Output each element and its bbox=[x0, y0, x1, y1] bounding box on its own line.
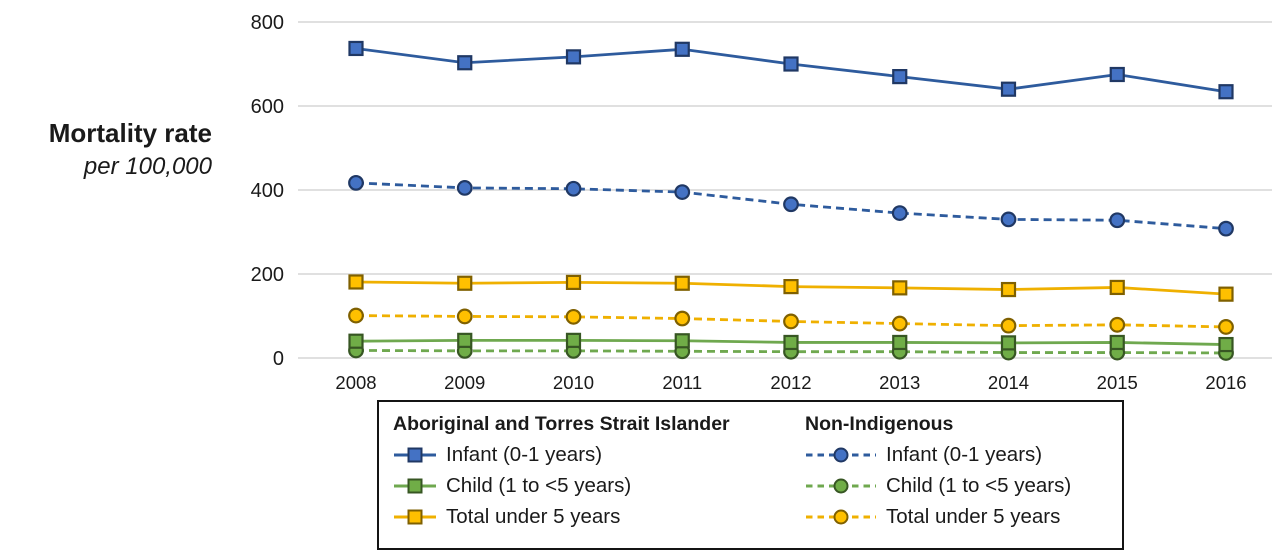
data-point bbox=[674, 310, 691, 327]
data-point bbox=[348, 333, 364, 349]
data-point bbox=[674, 275, 690, 291]
data-point bbox=[1000, 281, 1017, 298]
data-point bbox=[892, 334, 908, 351]
legend-header-aboriginal: Aboriginal and Torres Strait Islander bbox=[393, 412, 730, 435]
series-nonind-total bbox=[348, 307, 1234, 335]
x-tick-label: 2012 bbox=[770, 372, 811, 393]
legend-label: Infant (0-1 years) bbox=[446, 442, 603, 466]
data-point bbox=[892, 68, 908, 85]
data-point bbox=[1218, 319, 1234, 335]
x-tick-label: 2013 bbox=[879, 372, 920, 393]
data-point bbox=[783, 279, 799, 295]
x-tick-label: 2014 bbox=[988, 372, 1029, 393]
legend-label: Child (1 to <5 years) bbox=[886, 473, 1072, 497]
data-point bbox=[1000, 335, 1017, 351]
data-point bbox=[892, 280, 908, 296]
y-tick-label: 0 bbox=[273, 348, 284, 370]
y-axis-title-line2: per 100,000 bbox=[83, 153, 212, 180]
series-atsi-child bbox=[348, 332, 1234, 353]
x-tick-label: 2010 bbox=[553, 372, 594, 393]
data-point bbox=[1000, 211, 1017, 228]
data-point bbox=[456, 179, 473, 196]
data-point bbox=[1109, 279, 1125, 296]
data-point bbox=[565, 308, 582, 325]
data-point bbox=[674, 184, 691, 201]
data-point bbox=[674, 333, 690, 349]
dashed-circle-marker-icon bbox=[806, 509, 876, 524]
data-point bbox=[891, 205, 908, 222]
data-point bbox=[783, 334, 799, 351]
x-tick-label: 2015 bbox=[1097, 372, 1138, 393]
data-point bbox=[1000, 317, 1017, 334]
legend-item-nonind-child: Child (1 to <5 years) bbox=[805, 470, 1071, 501]
data-point bbox=[1109, 316, 1126, 333]
data-point bbox=[457, 332, 473, 348]
series-atsi-total bbox=[348, 274, 1234, 302]
legend-header-non-indigenous: Non-Indigenous bbox=[805, 412, 954, 435]
x-tick-label: 2016 bbox=[1205, 372, 1246, 393]
legend: Aboriginal and Torres Strait Islander In… bbox=[377, 400, 1124, 550]
solid-square-marker-icon bbox=[394, 509, 436, 524]
series-atsi-infant bbox=[348, 40, 1234, 100]
data-point bbox=[783, 56, 799, 72]
data-point bbox=[565, 332, 582, 348]
x-tick-label: 2008 bbox=[335, 372, 376, 393]
x-tick-label: 2011 bbox=[662, 372, 702, 393]
legend-item-atsi-total: Total under 5 years bbox=[393, 501, 730, 532]
data-point bbox=[456, 308, 473, 325]
legend-label: Infant (0-1 years) bbox=[886, 442, 1043, 466]
data-point bbox=[348, 174, 364, 191]
data-point bbox=[457, 55, 473, 71]
data-point bbox=[1109, 334, 1125, 351]
solid-square-marker-icon bbox=[394, 478, 436, 493]
data-point bbox=[1218, 286, 1234, 302]
line-chart-plot-area: 0 200 400 600 800 2008 2009 2010 2011 2012 2013 201… bbox=[251, 12, 1272, 393]
legend-item-atsi-child: Child (1 to <5 years) bbox=[393, 470, 730, 501]
data-point bbox=[891, 315, 908, 332]
legend-item-nonind-infant: Infant (0-1 years) bbox=[805, 439, 1071, 470]
data-point bbox=[348, 307, 364, 324]
data-point bbox=[783, 196, 799, 213]
dashed-circle-marker-icon bbox=[806, 447, 876, 462]
x-axis-tick-labels: 2008 2009 2010 2011 2012 2013 2014 2015 2016 bbox=[335, 372, 1246, 393]
data-point bbox=[1109, 212, 1126, 229]
data-point bbox=[1000, 81, 1017, 97]
y-tick-label: 800 bbox=[251, 12, 284, 34]
legend-label: Total under 5 years bbox=[886, 504, 1061, 528]
dashed-circle-marker-icon bbox=[806, 478, 876, 493]
legend-label: Child (1 to <5 years) bbox=[446, 473, 632, 497]
legend-item-nonind-total: Total under 5 years bbox=[805, 501, 1071, 532]
data-point bbox=[1218, 84, 1234, 100]
data-point bbox=[783, 313, 799, 330]
x-tick-label: 2009 bbox=[444, 372, 485, 393]
data-point bbox=[1218, 220, 1234, 237]
series-nonind-infant bbox=[348, 174, 1234, 237]
y-tick-label: 400 bbox=[251, 180, 284, 202]
data-point bbox=[457, 275, 473, 291]
gridlines bbox=[298, 21, 1272, 359]
data-point bbox=[1218, 336, 1234, 353]
data-point bbox=[565, 49, 582, 65]
legend-item-atsi-infant: Infant (0-1 years) bbox=[393, 439, 730, 470]
y-axis-title: Mortality rate per 100,000 bbox=[12, 118, 212, 181]
solid-square-marker-icon bbox=[394, 447, 436, 462]
y-tick-label: 600 bbox=[251, 96, 284, 118]
legend-column-aboriginal: Aboriginal and Torres Strait Islander In… bbox=[393, 409, 730, 532]
legend-column-non-indigenous: Non-Indigenous Infant (0-1 years) Child … bbox=[805, 409, 1071, 532]
data-point bbox=[565, 274, 582, 290]
y-axis-title-line1: Mortality rate bbox=[48, 118, 212, 148]
data-point bbox=[348, 40, 364, 57]
y-tick-label: 200 bbox=[251, 264, 284, 286]
data-point bbox=[348, 274, 364, 290]
data-point bbox=[565, 180, 582, 197]
y-axis-tick-labels: 0 200 400 600 800 bbox=[251, 12, 284, 370]
data-point bbox=[1109, 66, 1125, 83]
legend-label: Total under 5 years bbox=[446, 504, 621, 528]
data-point bbox=[674, 41, 690, 57]
